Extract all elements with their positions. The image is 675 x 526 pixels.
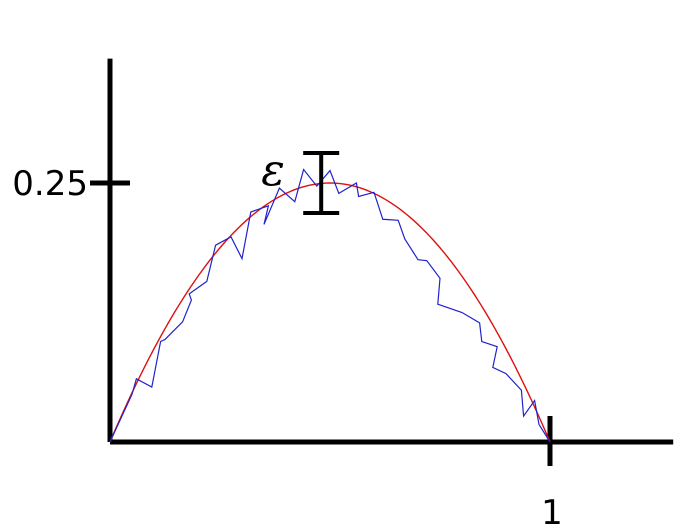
target-function-curve [109, 182, 551, 443]
approximation-polyline [109, 168, 551, 443]
curves [109, 168, 551, 443]
annotations: ε [261, 145, 340, 216]
epsilon-label: ε [261, 145, 285, 196]
x-tick-label: 1 [541, 493, 563, 526]
axes: 0.25 1 [12, 58, 674, 526]
y-tick-label: 0.25 [12, 164, 88, 204]
